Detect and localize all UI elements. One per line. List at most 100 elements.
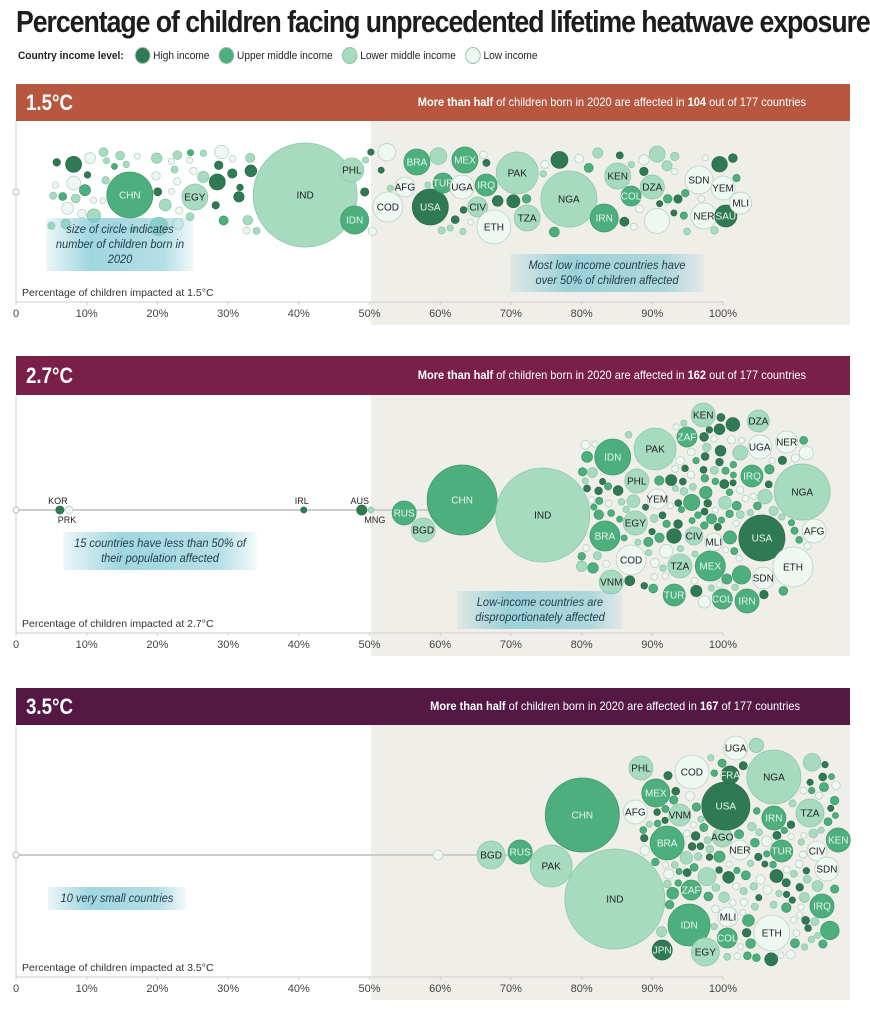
country-bubble-unlabeled [678, 506, 685, 514]
country-bubble-bgd [410, 517, 436, 543]
country-bubble-irl [300, 506, 308, 514]
country-bubble-unlabeled [797, 903, 805, 911]
country-bubble-unlabeled [158, 198, 172, 212]
country-label: AFG [804, 527, 825, 538]
country-bubble-unlabeled [153, 187, 163, 197]
country-bubble-unlabeled [710, 922, 718, 931]
country-bubble-unlabeled [808, 828, 819, 839]
country-bubble-unlabeled [782, 890, 791, 898]
country-label: YEM [646, 495, 668, 506]
country-bubble-unlabeled [703, 499, 712, 508]
country-bubble-unlabeled [669, 795, 679, 805]
x-tick-label: 50% [358, 983, 380, 995]
country-bubble-unlabeled [228, 154, 237, 163]
country-label: IND [606, 895, 623, 906]
country-bubble-unlabeled [729, 471, 737, 479]
country-bubble-unlabeled [718, 495, 732, 510]
country-bubble-unlabeled [729, 899, 737, 907]
country-label: USA [420, 203, 441, 214]
country-bubble-unlabeled [755, 894, 763, 902]
country-bubble-unlabeled [616, 515, 624, 523]
country-bubble-unlabeled [798, 445, 814, 461]
country-bubble-unlabeled [735, 554, 743, 562]
country-bubble-unlabeled [801, 915, 810, 925]
country-bubble-unlabeled [727, 435, 737, 445]
country-bubble-unlabeled [199, 149, 208, 157]
country-label: TZA [670, 562, 689, 573]
country-bubble-unlabeled [49, 191, 58, 200]
country-bubble-col [716, 927, 738, 949]
country-bubble-unlabeled [683, 227, 691, 236]
country-bubble-zaf [676, 426, 698, 448]
country-bubble-unlabeled [599, 478, 607, 485]
country-bubble-unlabeled [733, 866, 741, 874]
country-bubble-unlabeled [699, 465, 708, 474]
country-bubble-unlabeled [175, 206, 184, 215]
country-bubble-unlabeled [761, 860, 769, 868]
country-bubble-unlabeled [615, 151, 624, 160]
country-bubble-unlabeled [622, 505, 630, 514]
country-bubble-unlabeled [172, 150, 183, 160]
country-bubble-unlabeled [716, 413, 726, 422]
country-bubble-unlabeled [208, 173, 226, 191]
country-bubble-unlabeled [242, 215, 253, 226]
country-bubble-unlabeled [749, 882, 758, 891]
country-bubble-unlabeled [101, 176, 110, 185]
country-bubble-unlabeled [170, 165, 179, 174]
country-bubble-unlabeled [635, 204, 644, 214]
country-bubble-unlabeled [803, 542, 812, 550]
x-tick-label: 80% [571, 639, 593, 651]
country-bubble-unlabeled [790, 916, 798, 924]
country-bubble-unlabeled [66, 175, 82, 191]
country-bubble-unlabeled [806, 778, 814, 786]
country-bubble-unlabeled [736, 485, 745, 494]
country-bubble-usa [411, 188, 449, 226]
country-bubble-unlabeled [577, 467, 588, 477]
country-bubble-unlabeled [725, 417, 740, 432]
country-bubble-unlabeled [671, 464, 680, 473]
country-bubble-unlabeled [679, 487, 689, 496]
country-bubble-unlabeled [666, 502, 674, 510]
country-bubble-unlabeled [626, 494, 641, 509]
country-bubble-unlabeled [51, 181, 60, 189]
country-bubble-unlabeled [679, 477, 687, 486]
small-countries-dot [12, 851, 20, 859]
country-bubble-unlabeled [759, 589, 769, 600]
country-bubble-unlabeled [77, 208, 87, 219]
country-label: NER [729, 846, 750, 857]
country-bubble-unlabeled [612, 485, 624, 496]
country-bubble-nga [746, 749, 802, 805]
country-bubble-unlabeled [459, 206, 468, 214]
legend-text: High income [153, 49, 210, 62]
x-tick-label: 30% [217, 308, 239, 320]
country-bubble-unlabeled [133, 152, 141, 160]
country-bubble-bra [589, 520, 621, 552]
country-label: PHL [631, 764, 651, 775]
country-bubble-unlabeled [753, 807, 761, 815]
country-bubble-unlabeled [244, 164, 258, 178]
x-tick-label: 40% [288, 639, 310, 651]
x-tick-label: 10% [76, 639, 98, 651]
country-bubble-unlabeled [168, 187, 176, 195]
country-label: PHL [342, 166, 362, 177]
country-bubble-unlabeled [699, 485, 713, 500]
country-label: USA [716, 802, 737, 813]
country-bubble-unlabeled [663, 771, 673, 780]
country-bubble-civ [806, 840, 828, 862]
country-bubble-unlabeled [799, 436, 808, 445]
country-label: MEX [699, 562, 721, 573]
country-bubble-unlabeled [723, 952, 732, 961]
country-bubble-unlabeled [686, 447, 696, 457]
country-label: COD [377, 203, 399, 214]
country-bubble-unlabeled [236, 183, 244, 192]
annotation-15-countries: 15 countries have less than 50% of their… [63, 532, 257, 570]
country-bubble-unlabeled [819, 782, 829, 793]
country-bubble-unlabeled [697, 815, 705, 823]
country-bubble-unlabeled [666, 886, 679, 900]
country-bubble-unlabeled [539, 170, 547, 178]
x-tick-label: 20% [146, 308, 168, 320]
country-bubble-cod [615, 544, 647, 576]
country-bubble-unlabeled [747, 859, 755, 868]
country-bubble-unlabeled [710, 226, 719, 235]
country-bubble-unlabeled [721, 466, 730, 475]
